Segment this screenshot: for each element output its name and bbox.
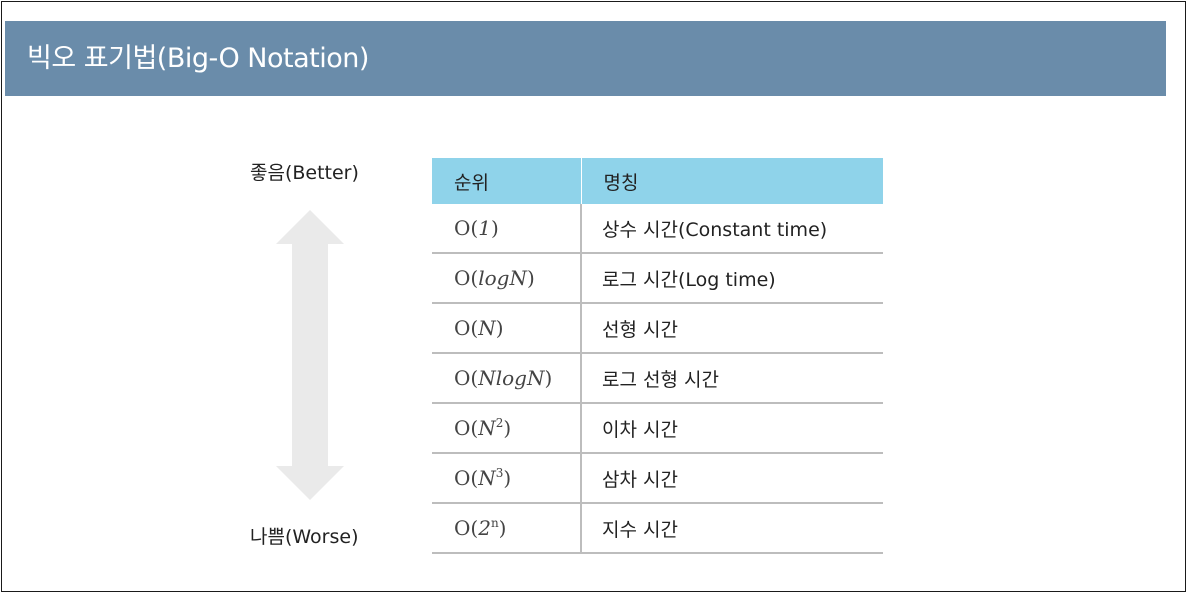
complexity-name: 이차 시간	[581, 403, 883, 454]
complexity-notation: O(N3)	[432, 453, 582, 504]
worse-label: 나쁨(Worse)	[250, 526, 359, 548]
notation-mi: N	[478, 466, 496, 490]
complexity-notation: O(logN)	[432, 253, 582, 304]
complexity-notation: O(NlogN)	[432, 353, 582, 404]
notation-post: )	[503, 416, 512, 440]
notation-post: )	[495, 316, 504, 340]
table-row: O(logN) 로그 시간(Log time)	[432, 253, 883, 304]
notation-mi: N	[478, 316, 496, 340]
notation-pre: O(	[454, 466, 479, 490]
complexity-name: 선형 시간	[581, 303, 883, 354]
complexity-name: 상수 시간(Constant time)	[581, 204, 883, 254]
double-vertical-arrow-icon	[276, 210, 344, 500]
complexity-name: 삼차 시간	[581, 453, 883, 504]
column-header-name: 명칭	[581, 158, 883, 204]
complexity-name: 지수 시간	[581, 503, 883, 554]
table-row: O(1) 상수 시간(Constant time)	[432, 204, 883, 254]
notation-pre: O(	[454, 266, 479, 290]
notation-post: )	[526, 266, 535, 290]
notation-post: )	[503, 466, 512, 490]
slide-title: 빅오 표기법(Big-O Notation)	[27, 43, 369, 74]
table-row: O(2n) 지수 시간	[432, 503, 883, 554]
notation-post: )	[498, 516, 507, 540]
notation-pre: O(	[454, 366, 479, 390]
notation-mi: NlogN	[478, 366, 545, 390]
notation-pre: O(	[454, 316, 479, 340]
notation-mi: logN	[478, 266, 527, 290]
complexity-name: 로그 시간(Log time)	[581, 253, 883, 304]
notation-sup: 2	[495, 416, 504, 430]
title-bar: 빅오 표기법(Big-O Notation)	[5, 21, 1166, 96]
notation-sup: 3	[495, 466, 504, 480]
notation-post: )	[544, 366, 553, 390]
complexity-notation: O(N2)	[432, 403, 582, 454]
table-row: O(N) 선형 시간	[432, 303, 883, 354]
better-label: 좋음(Better)	[250, 162, 359, 184]
notation-mi: 1	[478, 216, 491, 240]
table-header-row: 순위 명칭	[432, 158, 883, 204]
notation-sup: n	[490, 516, 499, 530]
complexity-notation: O(N)	[432, 303, 582, 354]
notation-post: )	[490, 216, 499, 240]
table-row: O(NlogN) 로그 선형 시간	[432, 353, 883, 404]
complexity-table: 순위 명칭 O(1) 상수 시간(Constant time) O(logN) 로그 …	[432, 158, 883, 554]
notation-pre: O(	[454, 216, 479, 240]
table-row: O(N2) 이차 시간	[432, 403, 883, 454]
complexity-notation: O(1)	[432, 204, 582, 254]
notation-pre: O(	[454, 416, 479, 440]
table-row: O(N3) 삼차 시간	[432, 453, 883, 504]
complexity-name: 로그 선형 시간	[581, 353, 883, 404]
notation-mi: N	[478, 416, 496, 440]
complexity-notation: O(2n)	[432, 503, 582, 554]
notation-mi: 2	[478, 516, 491, 540]
notation-pre: O(	[454, 516, 479, 540]
column-header-rank: 순위	[432, 158, 582, 204]
